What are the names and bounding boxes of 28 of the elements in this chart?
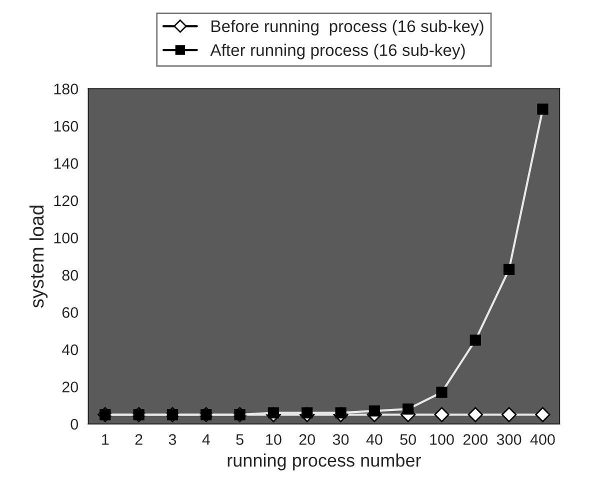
legend-label: After running process (16 sub-key) [210, 44, 465, 60]
y-tick-label: 80 [62, 270, 78, 281]
y-tick-label: 100 [54, 232, 78, 244]
x-tick-label: 4 [202, 434, 210, 445]
x-tick-label: 50 [400, 434, 416, 445]
x-axis-title: running process number [228, 454, 422, 470]
y-tick-label: 140 [54, 158, 78, 169]
x-tick-label: 40 [366, 434, 382, 445]
x-tick-label: 200 [463, 434, 488, 445]
legend-label: Before running process (16 sub-key) [212, 20, 484, 36]
x-tick-label: 5 [236, 434, 244, 445]
x-tick-label: 1 [102, 434, 109, 445]
x-tick-label: 2 [135, 434, 142, 445]
y-tick-label: 40 [62, 344, 78, 356]
y-tick-label: 0 [70, 418, 78, 430]
y-tick-label: 120 [54, 195, 78, 206]
x-tick-label: 10 [266, 434, 282, 445]
y-tick-label: 60 [62, 307, 78, 318]
y-axis-title: system load [29, 206, 48, 308]
y-tick-label: 160 [54, 120, 78, 132]
y-tick-label: 180 [54, 84, 78, 94]
x-tick-label: 20 [299, 434, 316, 445]
y-tick-label: 20 [62, 382, 78, 392]
x-tick-label: 3 [168, 434, 176, 445]
x-tick-label: 100 [430, 434, 454, 445]
x-tick-label: 300 [496, 434, 522, 445]
x-tick-label: 30 [332, 434, 349, 445]
x-tick-label: 400 [530, 434, 555, 445]
